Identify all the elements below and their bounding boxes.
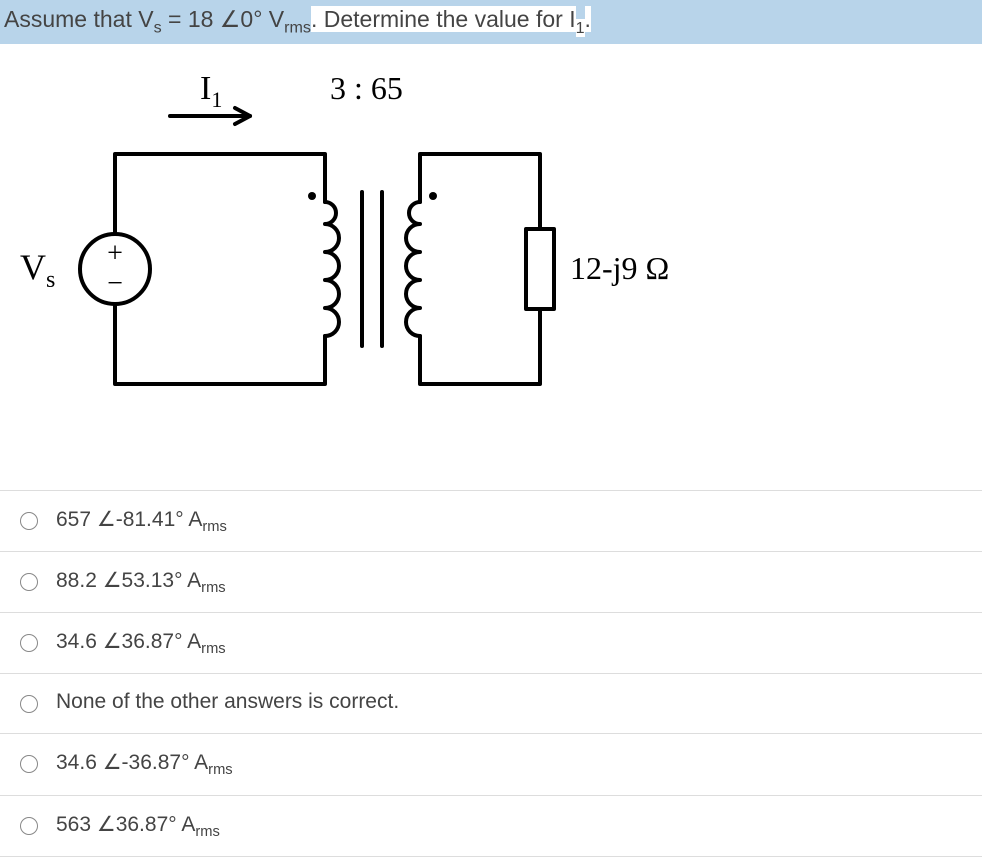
source-label: Vs: [20, 247, 55, 293]
option-row[interactable]: 563 ∠36.87° Arms: [0, 795, 982, 857]
q-part: Assume that V: [4, 6, 154, 32]
radio-button[interactable]: [20, 695, 38, 713]
option-label: 88.2 ∠53.13° Arms: [56, 568, 226, 596]
answer-options: 657 ∠-81.41° Arms 88.2 ∠53.13° Arms 34.6…: [0, 490, 982, 857]
minus-sign: −: [107, 268, 123, 299]
question-text: Assume that Vs = 18 ∠0° Vrms. Determine …: [0, 0, 982, 44]
plus-sign: +: [107, 238, 123, 269]
load-label: 12-j9 Ω: [570, 250, 669, 286]
radio-button[interactable]: [20, 573, 38, 591]
option-label: None of the other answers is correct.: [56, 690, 399, 717]
radio-button[interactable]: [20, 755, 38, 773]
option-label: 34.6 ∠-36.87° Arms: [56, 750, 233, 778]
option-row[interactable]: 34.6 ∠36.87° Arms: [0, 612, 982, 673]
q-sub: rms: [284, 19, 311, 37]
radio-button[interactable]: [20, 512, 38, 530]
option-row[interactable]: 88.2 ∠53.13° Arms: [0, 551, 982, 612]
q-sub: 1: [576, 19, 585, 37]
q-part: .: [585, 6, 591, 32]
circuit-svg: I1 3 : 65 Vs + − 12-j: [10, 64, 710, 424]
current-label: I1: [200, 70, 222, 112]
option-label: 657 ∠-81.41° Arms: [56, 507, 227, 535]
option-row[interactable]: None of the other answers is correct.: [0, 673, 982, 733]
q-part: . Determine the value for I: [311, 6, 576, 32]
option-label: 563 ∠36.87° Arms: [56, 812, 220, 840]
option-row[interactable]: 34.6 ∠-36.87° Arms: [0, 733, 982, 794]
radio-button[interactable]: [20, 634, 38, 652]
option-label: 34.6 ∠36.87° Arms: [56, 629, 226, 657]
turns-ratio: 3 : 65: [330, 70, 403, 106]
circuit-diagram: I1 3 : 65 Vs + − 12-j: [0, 44, 982, 470]
q-sub: s: [154, 19, 162, 37]
option-row[interactable]: 657 ∠-81.41° Arms: [0, 490, 982, 551]
q-part: = 18 ∠0° V: [162, 6, 285, 32]
radio-button[interactable]: [20, 817, 38, 835]
